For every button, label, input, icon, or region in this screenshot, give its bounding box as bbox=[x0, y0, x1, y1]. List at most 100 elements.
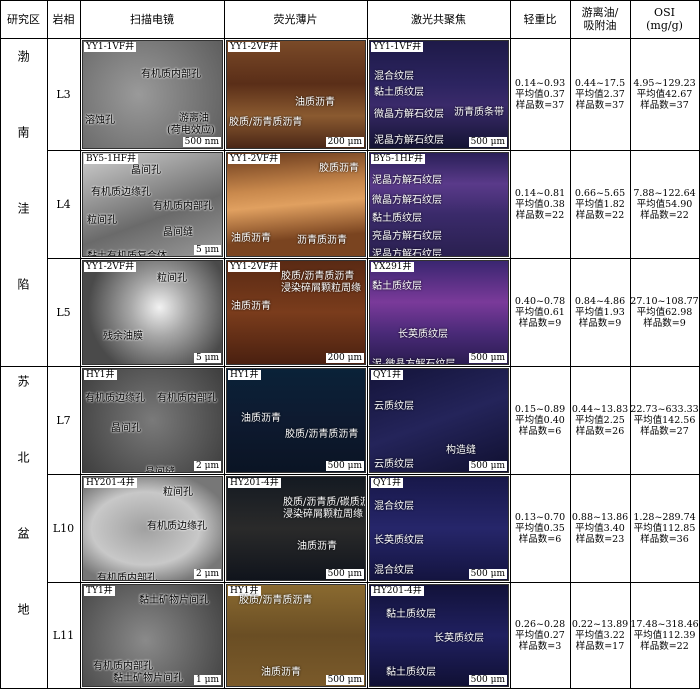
sem-image: HY201-4井 2 μm 粒间孔 有机质边缘孔 有机质内部孔 bbox=[82, 476, 223, 581]
stat-text: 样品数=6 bbox=[518, 533, 562, 545]
scale-bar-label: 500 μm bbox=[325, 675, 364, 685]
annotation: 晶间缝 bbox=[145, 467, 175, 473]
stat-cell: 0.84~4.86 平均值1.93 样品数=9 bbox=[570, 258, 630, 366]
annotation: 粒间孔 bbox=[87, 215, 117, 226]
stat-text: 样品数=9 bbox=[518, 317, 562, 329]
annotation: 油质沥青 bbox=[241, 413, 281, 424]
fluo-image: YY1-2VF井 200 μm 油质沥青 胶质/沥青质沥青 bbox=[226, 40, 366, 149]
facies-label: L7 bbox=[56, 413, 71, 427]
table-rule bbox=[47, 582, 700, 583]
facies-label: L4 bbox=[56, 197, 71, 211]
stat-text: 0.44~17.5 bbox=[574, 77, 626, 89]
stat-cell: 0.88~13.86 平均值3.40 样品数=23 bbox=[570, 474, 630, 582]
sem-image: YY1-2VF井 5 μm 粒间孔 残余油膜 bbox=[82, 260, 223, 365]
stat-text: 17.48~318.46 bbox=[630, 618, 699, 630]
stat-cell: 7.88~122.64 平均值54.90 样品数=22 bbox=[630, 150, 699, 258]
annotation: 有机质内部孔 bbox=[97, 573, 157, 581]
stat-cell: 0.13~0.70 平均值0.35 样品数=6 bbox=[510, 474, 570, 582]
stat-text: 样品数=26 bbox=[575, 425, 625, 437]
stat-text: 22.73~633.33 bbox=[630, 403, 699, 415]
annotation: 构造缝 bbox=[446, 445, 476, 456]
table-rule bbox=[80, 0, 81, 689]
stat-text: 平均值3.22 bbox=[575, 629, 625, 641]
well-label: BY5-1HF井 bbox=[371, 154, 425, 164]
header-cell: 游离油/吸附油 bbox=[570, 0, 630, 38]
annotation: 长英质纹层 bbox=[398, 329, 448, 340]
stat-text: 样品数=22 bbox=[640, 209, 689, 221]
table-rule bbox=[47, 258, 700, 259]
annotation: 有机质边缘孔 bbox=[85, 393, 145, 404]
well-label: HY201-4井 bbox=[84, 478, 137, 488]
stat-text: 平均值0.27 bbox=[515, 629, 565, 641]
stat-cell: 0.22~13.89 平均值3.22 样品数=17 bbox=[570, 582, 630, 688]
facies-label: L11 bbox=[52, 628, 75, 642]
annotation: 油质沥青 bbox=[231, 233, 271, 244]
stat-text: 平均值1.82 bbox=[575, 198, 625, 210]
stat-text: 平均值3.40 bbox=[575, 522, 625, 534]
annotation: 有机质内部孔 bbox=[141, 69, 201, 80]
annotation: 亮晶方解石纹层 bbox=[372, 231, 442, 242]
stat-text: 0.40~0.78 bbox=[514, 295, 566, 307]
stat-text: 样品数=37 bbox=[515, 99, 565, 111]
scale-bar-label: 2 μm bbox=[194, 461, 221, 471]
scale-bar-label: 5 μm bbox=[194, 353, 221, 363]
clsm-image: YX291井 500 μm 黏土质纹层 长英质纹层 泥-微晶方解石纹层 bbox=[369, 260, 509, 365]
header-text: 游离油/ bbox=[581, 6, 619, 19]
stat-cell: 22.73~633.33 平均值142.56 样品数=27 bbox=[630, 366, 699, 474]
well-label: YY1-2VF井 bbox=[84, 262, 137, 272]
annotation: 晶间孔 bbox=[131, 165, 161, 176]
stat-text: 平均值1.93 bbox=[575, 306, 625, 318]
well-label: HY1井 bbox=[84, 370, 117, 380]
annotation: 油质沥青 bbox=[295, 97, 335, 108]
region-label: 苏北盆地 bbox=[16, 375, 30, 679]
annotation: 云质纹层 bbox=[374, 459, 414, 470]
stat-cell: 17.48~318.46 平均值112.39 样品数=22 bbox=[630, 582, 699, 688]
annotation: 泥晶方解石纹层 bbox=[372, 249, 442, 257]
scale-bar-label: 500 nm bbox=[182, 137, 221, 147]
table-rule bbox=[47, 150, 700, 151]
stat-text: 0.15~0.89 bbox=[514, 403, 566, 415]
annotation: 泥晶方解石纹层 bbox=[372, 175, 442, 186]
annotation: 胶质/沥青质沥青 bbox=[239, 595, 313, 606]
stat-text: 样品数=22 bbox=[515, 209, 565, 221]
stat-text: 平均值0.38 bbox=[515, 198, 565, 210]
annotation: 晶间缝 bbox=[163, 227, 193, 238]
fluo-image: YY1-2VF井 200 μm 胶质/沥青质沥青 浸染碎屑颗粒周缘 油质沥青 bbox=[226, 260, 366, 365]
stat-text: 平均值112.39 bbox=[633, 629, 696, 641]
facies-label: L10 bbox=[52, 521, 75, 535]
annotation: 粒间孔 bbox=[157, 273, 187, 284]
facies-label: L5 bbox=[56, 305, 71, 319]
clsm-image: BY5-1HF井 泥晶方解石纹层 微晶方解石纹层 黏土质纹层 亮晶方解石纹层 泥晶方解石纹… bbox=[369, 152, 509, 257]
stat-text: 平均值0.61 bbox=[515, 306, 565, 318]
annotation: 黏土质纹层 bbox=[386, 667, 436, 678]
table-rule bbox=[47, 0, 48, 689]
stat-text: 样品数=17 bbox=[575, 640, 625, 652]
table-rule bbox=[224, 0, 225, 689]
sem-image: TY1井 1 μm 黏土矿物片间孔 有机质内部孔 黏土矿物片间孔 bbox=[82, 584, 223, 687]
stat-text: 4.95~129.23 bbox=[633, 77, 696, 89]
annotation: 泥晶方解石纹层 bbox=[374, 135, 444, 146]
scale-bar-label: 500 μm bbox=[468, 569, 507, 579]
stat-text: 0.13~0.70 bbox=[514, 511, 566, 523]
well-label: QY1井 bbox=[371, 478, 404, 488]
fluo-image: YY1-2VF井 胶质沥青 油质沥青 沥青质沥青 bbox=[226, 152, 366, 257]
annotation: 有机质边缘孔 bbox=[91, 187, 151, 198]
stat-text: 样品数=23 bbox=[575, 533, 625, 545]
annotation: 有机质内部孔 bbox=[157, 393, 217, 404]
stat-text: 0.84~4.86 bbox=[574, 295, 626, 307]
stat-cell: 0.14~0.93 平均值0.37 样品数=37 bbox=[510, 38, 570, 150]
annotation: 黏土质纹层 bbox=[372, 213, 422, 224]
header-text: OSI bbox=[654, 6, 675, 19]
stat-cell: 0.40~0.78 平均值0.61 样品数=9 bbox=[510, 258, 570, 366]
well-label: HY1井 bbox=[228, 370, 261, 380]
stat-text: 样品数=22 bbox=[575, 209, 625, 221]
clsm-image: QY1井 500 μm 云质纹层 构造缝 云质纹层 bbox=[369, 368, 509, 473]
well-label: YX291井 bbox=[371, 262, 414, 272]
annotation: 胶质沥青 bbox=[319, 163, 359, 174]
annotation: 黏土质纹层 bbox=[374, 87, 424, 98]
scale-bar-label: 500 μm bbox=[468, 353, 507, 363]
stat-text: 平均值2.25 bbox=[575, 414, 625, 426]
well-label: HY1井 bbox=[228, 586, 261, 596]
annotation: 油质沥青 bbox=[261, 667, 301, 678]
facies-label: L3 bbox=[56, 87, 71, 101]
